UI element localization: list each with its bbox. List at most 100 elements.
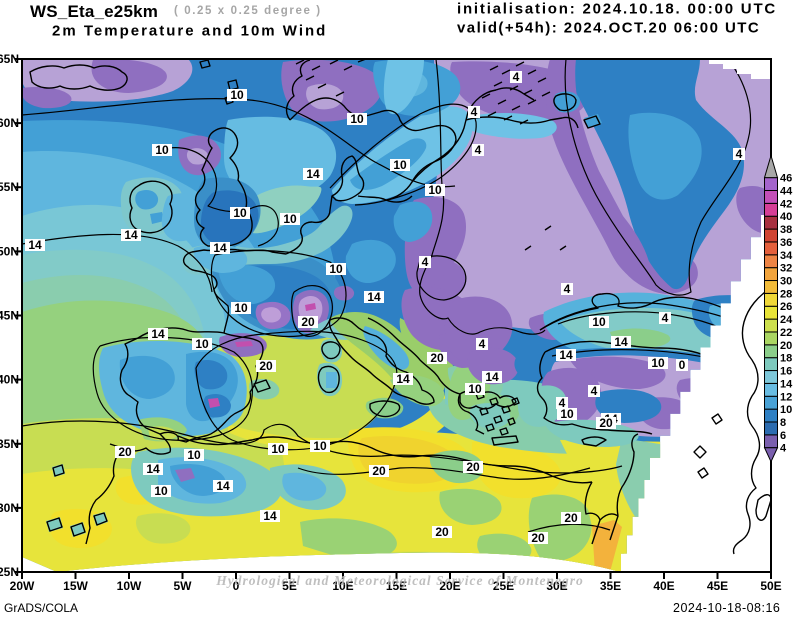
svg-text:20: 20 <box>564 511 578 525</box>
svg-text:14: 14 <box>263 509 277 523</box>
svg-text:20: 20 <box>466 460 480 474</box>
svg-text:14: 14 <box>151 327 165 341</box>
svg-text:44: 44 <box>780 186 793 198</box>
svg-text:10E: 10E <box>332 579 353 593</box>
svg-text:5W: 5W <box>174 579 193 593</box>
svg-text:10: 10 <box>393 158 407 172</box>
svg-text:10: 10 <box>468 382 482 396</box>
svg-text:14: 14 <box>396 372 410 386</box>
svg-text:14: 14 <box>124 228 138 242</box>
svg-text:4: 4 <box>422 255 429 269</box>
svg-text:4: 4 <box>475 143 482 157</box>
svg-text:20W: 20W <box>10 579 35 593</box>
svg-text:4: 4 <box>662 311 669 325</box>
svg-text:14: 14 <box>780 378 793 390</box>
svg-text:10: 10 <box>155 143 169 157</box>
svg-text:46: 46 <box>780 173 792 185</box>
svg-text:6: 6 <box>780 430 786 442</box>
svg-text:55N: 55N <box>0 180 19 194</box>
svg-text:0: 0 <box>233 579 240 593</box>
svg-text:14: 14 <box>216 479 230 493</box>
svg-text:20: 20 <box>599 416 613 430</box>
svg-text:26: 26 <box>780 301 792 313</box>
svg-text:4: 4 <box>559 396 566 410</box>
svg-text:20: 20 <box>372 464 386 478</box>
svg-text:10: 10 <box>187 448 201 462</box>
svg-text:38: 38 <box>780 224 792 236</box>
svg-text:14: 14 <box>28 238 42 252</box>
svg-text:4: 4 <box>564 282 571 296</box>
svg-text:( 0.25 x 0.25 degree ): ( 0.25 x 0.25 degree ) <box>174 5 322 17</box>
svg-text:60N: 60N <box>0 116 19 130</box>
svg-text:24: 24 <box>780 314 793 326</box>
svg-text:14: 14 <box>485 370 499 384</box>
svg-text:30E: 30E <box>546 579 567 593</box>
svg-text:45E: 45E <box>707 579 728 593</box>
svg-text:20: 20 <box>259 359 273 373</box>
svg-text:valid(+54h): 2024.OCT.20 06:00: valid(+54h): 2024.OCT.20 06:00 UTC <box>457 20 760 37</box>
svg-text:10: 10 <box>350 112 364 126</box>
svg-text:32: 32 <box>780 263 792 275</box>
svg-text:20: 20 <box>118 445 132 459</box>
svg-text:28: 28 <box>780 288 792 300</box>
svg-text:10: 10 <box>234 301 248 315</box>
svg-text:8: 8 <box>780 417 786 429</box>
svg-text:4: 4 <box>736 147 743 161</box>
svg-text:GrADS/COLA: GrADS/COLA <box>4 601 78 615</box>
svg-text:10: 10 <box>780 404 792 416</box>
svg-text:15E: 15E <box>386 579 407 593</box>
svg-text:10: 10 <box>230 88 244 102</box>
svg-text:10: 10 <box>560 407 574 421</box>
svg-text:4: 4 <box>513 70 520 84</box>
svg-text:4: 4 <box>479 337 486 351</box>
svg-text:25N: 25N <box>0 565 19 579</box>
svg-text:20: 20 <box>531 531 545 545</box>
svg-text:14: 14 <box>146 462 160 476</box>
svg-text:25E: 25E <box>493 579 514 593</box>
svg-text:50N: 50N <box>0 244 19 258</box>
svg-text:40E: 40E <box>653 579 674 593</box>
svg-text:initialisation: 2024.10.18. 00: initialisation: 2024.10.18. 00:00 UTC <box>457 1 777 18</box>
svg-text:12: 12 <box>780 391 792 403</box>
svg-text:10: 10 <box>313 439 327 453</box>
svg-text:42: 42 <box>780 198 792 210</box>
svg-text:4: 4 <box>471 105 478 119</box>
svg-text:22: 22 <box>780 327 792 339</box>
svg-text:16: 16 <box>780 366 792 378</box>
svg-text:35N: 35N <box>0 437 19 451</box>
svg-text:2024-10-18-08:16: 2024-10-18-08:16 <box>673 601 780 615</box>
svg-text:10: 10 <box>271 442 285 456</box>
svg-text:18: 18 <box>780 353 792 365</box>
svg-text:14: 14 <box>306 167 320 181</box>
svg-text:20: 20 <box>435 525 449 539</box>
svg-text:65N: 65N <box>0 52 19 66</box>
svg-text:20: 20 <box>430 351 444 365</box>
svg-text:40: 40 <box>780 211 792 223</box>
svg-text:10: 10 <box>154 484 168 498</box>
svg-text:10: 10 <box>195 337 209 351</box>
svg-text:36: 36 <box>780 237 792 249</box>
svg-text:4: 4 <box>780 443 787 455</box>
svg-text:10: 10 <box>329 262 343 276</box>
svg-text:10W: 10W <box>117 579 142 593</box>
svg-text:WS_Eta_e25km: WS_Eta_e25km <box>30 2 158 21</box>
svg-text:10: 10 <box>283 212 297 226</box>
svg-text:10: 10 <box>592 315 606 329</box>
svg-text:20: 20 <box>301 315 315 329</box>
svg-text:15W: 15W <box>63 579 88 593</box>
svg-text:5E: 5E <box>282 579 297 593</box>
svg-text:4: 4 <box>591 384 598 398</box>
svg-text:45N: 45N <box>0 309 19 323</box>
svg-text:10: 10 <box>233 206 247 220</box>
svg-text:14: 14 <box>213 241 227 255</box>
svg-text:35E: 35E <box>600 579 621 593</box>
svg-text:14: 14 <box>367 290 381 304</box>
svg-text:0: 0 <box>679 358 686 372</box>
svg-text:Hydrological and Meteorologica: Hydrological and Meteorological Service … <box>215 573 584 588</box>
svg-text:10: 10 <box>428 183 442 197</box>
svg-text:14: 14 <box>614 335 628 349</box>
svg-text:2m Temperature and 10m Wind: 2m Temperature and 10m Wind <box>52 23 327 40</box>
svg-text:50E: 50E <box>760 579 781 593</box>
svg-text:20E: 20E <box>439 579 460 593</box>
svg-text:34: 34 <box>780 250 793 262</box>
